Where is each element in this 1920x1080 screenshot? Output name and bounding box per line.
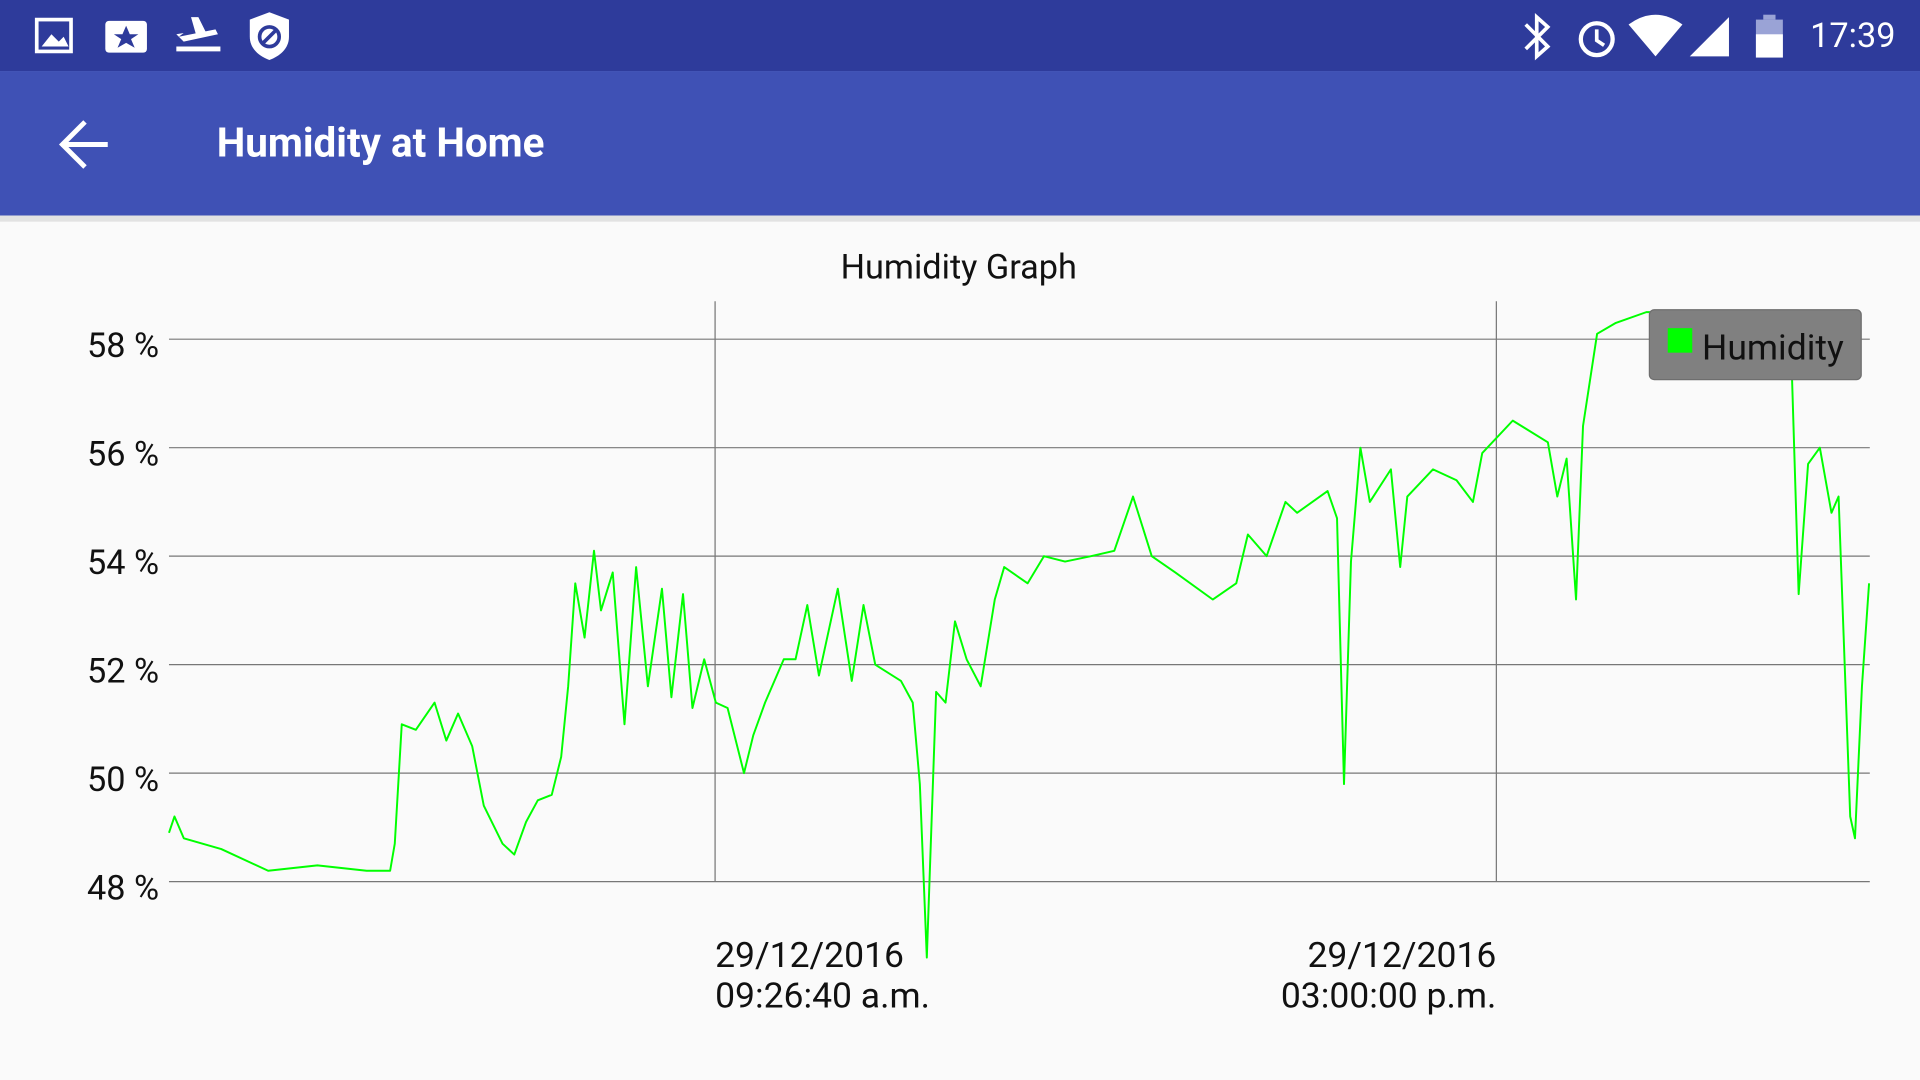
x-tick-label: 29/12/2016 [715,934,904,976]
battery-level [1755,34,1783,58]
flight-icon [176,17,221,52]
app-bar-shadow [0,215,1920,222]
x-tick-label: 03:00:00 p.m. [1281,974,1497,1016]
shield-mark [257,25,282,49]
battery-tip [1763,14,1776,20]
x-tick-label: 09:26:40 a.m. [715,974,930,1016]
gallery-icon-shape [41,34,69,47]
status-bar [0,0,1920,72]
legend-box [1648,309,1862,381]
app-bar [0,71,1920,216]
status-icons-right [1524,13,1783,61]
y-tick-label: 56 % [87,434,159,474]
alarm-icon [1578,21,1615,58]
app-title: Humidity at Home [217,119,545,166]
y-tick-label: 54 % [87,543,159,583]
chart-title: Humidity Graph [841,247,1077,287]
status-icons-left [34,12,289,61]
y-tick-label: 50 % [87,760,159,800]
bluetooth-icon [1524,13,1551,61]
legend-swatch [1667,328,1693,353]
y-tick-label: 58 % [87,326,159,366]
legend-label: Humidity [1702,327,1844,369]
alarm-hands [1594,29,1606,47]
y-tick-label: 52 % [87,651,159,691]
back-button[interactable] [58,120,108,169]
gallery-icon [34,17,73,54]
status-time: 17:39 [1810,16,1895,56]
x-tick-label: 29/12/2016 [1307,934,1496,976]
data-line [168,311,1871,959]
shield-slash [261,29,277,45]
chart: 48 %50 %52 %54 %56 %58 %29/12/201609:26:… [87,301,1871,1016]
star-icon [113,25,139,48]
wifi-icon [1628,14,1683,57]
y-tick-label: 48 % [87,868,159,908]
